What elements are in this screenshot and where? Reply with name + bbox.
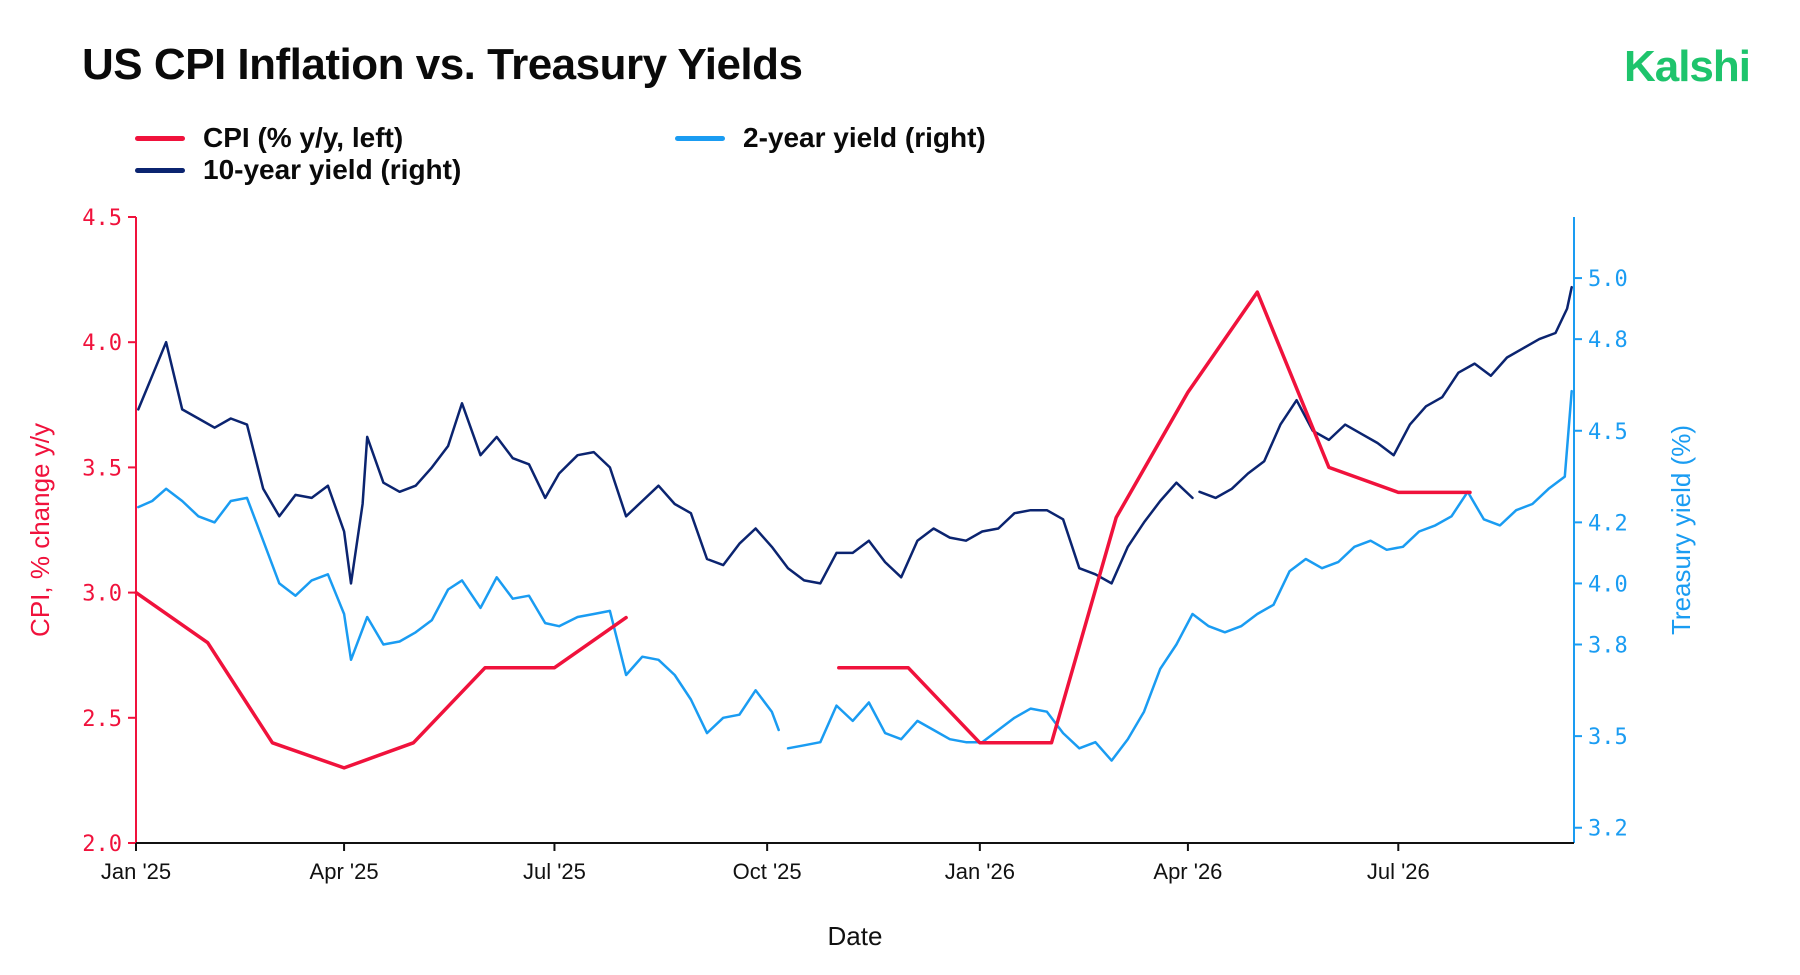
left-axis-tick-label: 4.5: [82, 206, 122, 231]
x-axis-tick-label: Jan '26: [945, 859, 1015, 884]
left-axis-tick-label: 3.0: [82, 582, 122, 607]
left-axis-tick-label: 2.0: [82, 832, 122, 857]
legend-label-cpi: CPI (% y/y, left): [203, 122, 404, 153]
brand-logo: Kalshi: [1623, 42, 1751, 91]
right-axis-tick-label: 3.5: [1588, 725, 1628, 750]
right-axis-label: Treasury yield (%): [1666, 425, 1696, 635]
ten-year-line: [1198, 285, 1573, 500]
x-axis-tick-label: Jul '25: [523, 859, 586, 884]
cpi-line: [134, 590, 628, 770]
right-axis-tick-label: 4.2: [1588, 511, 1628, 536]
x-axis-tick-label: Apr '26: [1153, 859, 1222, 884]
legend-swatch-cpi: [135, 135, 185, 141]
chart-title: US CPI Inflation vs. Treasury Yields: [82, 40, 803, 89]
chart-legend: CPI (% y/y, left) 10-year yield (right) …: [135, 122, 1135, 202]
x-axis-label: Date: [828, 921, 883, 951]
right-axis-tick-label: 4.5: [1588, 420, 1628, 445]
two-year-line: [137, 487, 780, 735]
legend-item-2-year: 2-year yield (right): [675, 122, 986, 154]
right-axis-tick-label: 4.0: [1588, 572, 1628, 597]
right-axis-tick-label: 3.8: [1588, 634, 1628, 659]
legend-label-10-year: 10-year yield (right): [203, 154, 462, 185]
legend-swatch-10-year: [135, 167, 185, 173]
ten-year-line: [137, 340, 1194, 585]
x-axis-tick-label: Jul '26: [1367, 859, 1430, 884]
right-axis-tick-label: 4.8: [1588, 328, 1628, 353]
left-axis-tick-label: 4.0: [82, 331, 122, 356]
left-axis-tick-label: 3.5: [82, 456, 122, 481]
chart-axes: 2.0 2.5 3.0 3.5 4.0 4.5 3.2 3.5 3.8 4.0 4.2 4.5 4.8 5…: [82, 206, 1628, 884]
cpi-line: [837, 290, 1472, 745]
chart-series: [134, 285, 1573, 770]
two-year-line: [786, 389, 1573, 762]
left-axis-tick-label: 2.5: [82, 707, 122, 732]
left-axis-label: CPI, % change y/y: [25, 423, 55, 637]
x-axis-tick-label: Apr '25: [310, 859, 379, 884]
x-axis-tick-label: Jan '25: [101, 859, 171, 884]
legend-swatch-2-year: [675, 135, 725, 141]
legend-item-10-year: 10-year yield (right): [135, 154, 461, 186]
legend-item-cpi: CPI (% y/y, left): [135, 122, 403, 154]
right-axis-tick-label: 5.0: [1588, 267, 1628, 292]
x-axis-tick-label: Oct '25: [733, 859, 802, 884]
right-axis-tick-label: 3.2: [1588, 817, 1628, 842]
legend-label-2-year: 2-year yield (right): [743, 122, 986, 153]
